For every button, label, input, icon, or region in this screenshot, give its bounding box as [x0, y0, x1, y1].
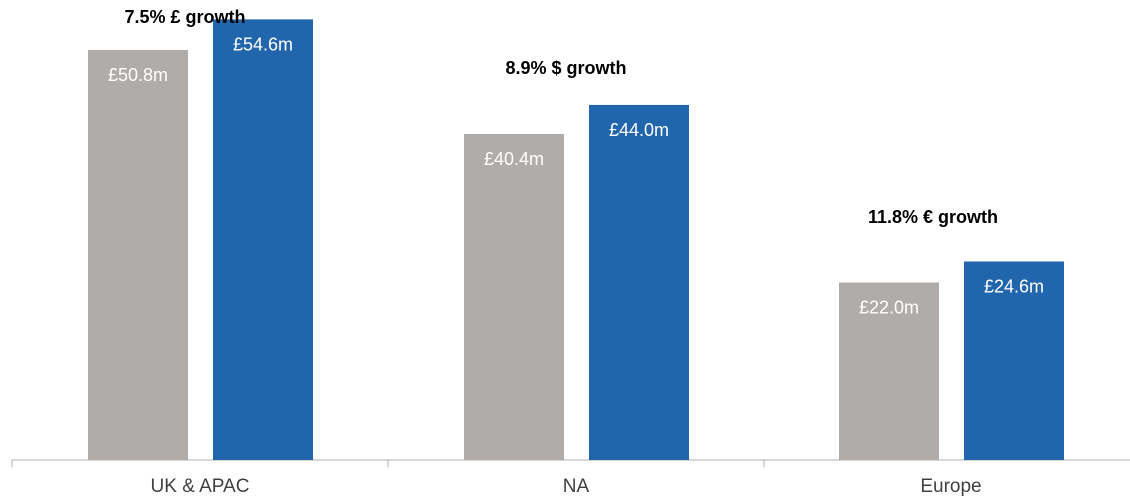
- bar-prior-0: [88, 50, 188, 460]
- growth-annotation: 11.8% € growth: [868, 207, 998, 227]
- bar-prior-1: [464, 133, 564, 460]
- data-label: £54.6m: [233, 34, 293, 54]
- bar-current-0: [213, 19, 313, 461]
- data-label: £40.4m: [484, 149, 544, 169]
- x-tick-label: UK & APAC: [151, 476, 250, 497]
- growth-annotation: 8.9% $ growth: [505, 58, 626, 78]
- data-label: £44.0m: [609, 120, 669, 140]
- bar-current-1: [589, 104, 689, 460]
- bar-current-2: [964, 261, 1064, 460]
- x-tick-label: Europe: [920, 476, 981, 497]
- data-label: £24.6m: [984, 276, 1044, 296]
- data-label: £22.0m: [859, 297, 919, 317]
- bar-prior-2: [839, 282, 939, 460]
- growth-annotation: 7.5% £ growth: [124, 7, 245, 27]
- x-tick-label: NA: [563, 476, 590, 497]
- data-label: £50.8m: [108, 65, 168, 85]
